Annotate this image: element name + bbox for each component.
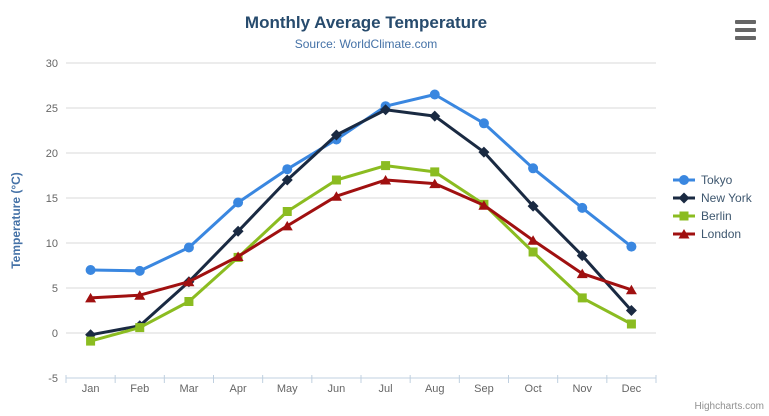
svg-text:Sep: Sep [474,383,494,395]
svg-text:Nov: Nov [572,383,592,395]
svg-text:-5: -5 [48,373,58,385]
svg-text:Mar: Mar [179,383,198,395]
legend-item-london[interactable]: London [673,225,752,243]
svg-text:Dec: Dec [622,383,642,395]
series-london [85,175,637,303]
series-new-york [85,104,637,341]
svg-text:20: 20 [46,148,58,160]
svg-text:Feb: Feb [130,383,149,395]
highcharts-credit-link[interactable]: Highcharts.com [694,401,764,412]
legend-marker-circle-icon [673,175,695,185]
series-tokyo [85,89,637,276]
legend-item-new-york[interactable]: New York [673,189,752,207]
svg-text:Aug: Aug [425,383,445,395]
svg-text:15: 15 [46,193,58,205]
chart-subtitle: Source: WorldClimate.com [294,37,438,51]
svg-text:Apr: Apr [230,383,247,395]
x-axis-labels: Jan Feb Mar Apr May Jun Jul Aug Sep Oct Nov Dec [82,383,642,395]
svg-text:Jan: Jan [82,383,100,395]
legend-item-berlin[interactable]: Berlin [673,207,752,225]
svg-text:25: 25 [46,103,58,115]
svg-text:May: May [277,383,298,395]
context-menu-button[interactable] [735,20,756,40]
svg-text:10: 10 [46,238,58,250]
legend-label: London [701,227,742,241]
legend-marker-triangle-icon [673,229,695,239]
x-axis [65,375,657,383]
legend-marker-diamond-icon [673,192,695,204]
svg-text:Jul: Jul [379,383,393,395]
chart-legend: Tokyo New York Berlin London [673,171,752,243]
svg-text:Jun: Jun [328,383,346,395]
y-axis-labels: -5 0 5 10 15 20 25 30 [46,58,58,385]
legend-label: New York [701,191,752,205]
legend-item-tokyo[interactable]: Tokyo [673,171,752,189]
chart-title: Monthly Average Temperature [244,13,488,32]
y-axis-title: Temperature (°C) [9,172,23,269]
svg-text:30: 30 [46,58,58,70]
svg-text:0: 0 [52,328,58,340]
svg-text:5: 5 [52,283,58,295]
hamburger-menu-icon [735,20,756,40]
legend-label: Berlin [701,209,732,223]
legend-label: Tokyo [701,173,733,187]
svg-text:Oct: Oct [525,383,542,395]
legend-marker-square-icon [673,211,695,221]
